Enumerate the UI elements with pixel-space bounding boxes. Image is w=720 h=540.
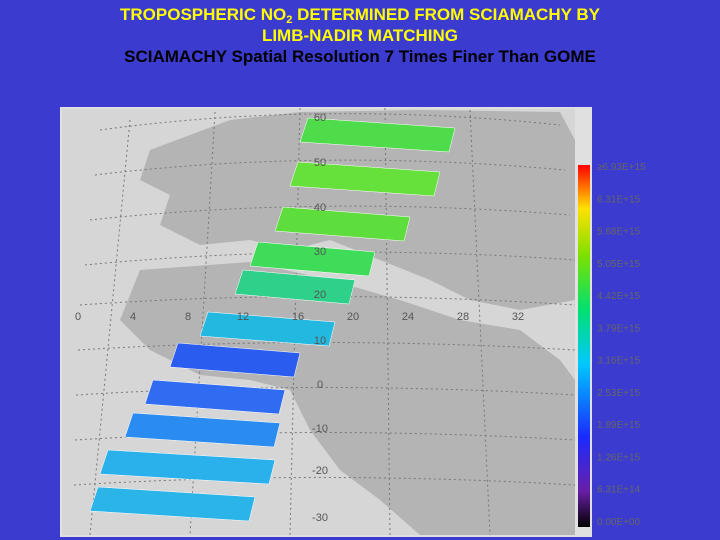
latitude-label: 40 [314, 202, 326, 214]
latitude-label: -10 [312, 423, 328, 435]
colorbar [578, 165, 590, 527]
swath [249, 241, 376, 277]
swath [199, 311, 336, 347]
subtitle: SCIAMACHY Spatial Resolution 7 Times Fin… [124, 47, 596, 66]
latitude-label: 30 [314, 246, 326, 258]
longitude-labels: 0 4 8 12 16 20 24 28 32 [75, 311, 524, 323]
latitude-label: 20 [314, 289, 326, 301]
colorbar-label: 3.16E+15 [597, 356, 641, 367]
header: TROPOSPHERIC NO2 DETERMINED FROM SCIAMAC… [0, 4, 720, 67]
colorbar-label: 5.05E+15 [597, 259, 641, 270]
title-line-2: LIMB-NADIR MATCHING [261, 26, 459, 45]
colorbar-label: 6.31E+15 [597, 194, 641, 205]
longitude-label: 8 [185, 311, 191, 323]
colorbar-labels: ≥6.93E+15 6.31E+15 5.68E+15 5.05E+15 4.42E+1… [597, 162, 646, 528]
latitude-label: -30 [312, 512, 328, 524]
title-text: DETERMINED FROM SCIAMACHY BY [297, 5, 600, 24]
swaths [89, 117, 456, 522]
title-line-1: TROPOSPHERIC NO2 DETERMINED FROM SCIAMAC… [0, 4, 720, 26]
latitude-label: -20 [312, 465, 328, 477]
swath [89, 486, 256, 522]
latitude-labels: 60 50 40 30 20 10 0 -10 -20 -30 [312, 112, 328, 524]
colorbar-label: 2.53E+15 [597, 388, 641, 399]
swath [289, 161, 441, 197]
swath [299, 117, 456, 153]
title-subscript: 2 [286, 14, 293, 26]
colorbar-label: 3.79E+15 [597, 323, 641, 334]
latitude-label: 60 [314, 112, 326, 124]
longitude-label: 16 [292, 311, 304, 323]
colorbar-label: 4.42E+15 [597, 291, 641, 302]
swath [234, 269, 356, 305]
colorbar-label: 1.89E+15 [597, 420, 641, 431]
longitude-label: 20 [347, 311, 359, 323]
swath [124, 412, 281, 448]
latitude-label: 0 [317, 379, 323, 391]
longitude-label: 28 [457, 311, 469, 323]
colorbar-label: 1.26E+15 [597, 452, 641, 463]
swath [274, 206, 411, 242]
latitude-label: 50 [314, 157, 326, 169]
longitude-label: 4 [130, 311, 136, 323]
colorbar-label: 0.00E+00 [597, 517, 641, 528]
latitude-label: 10 [314, 335, 326, 347]
swath [99, 449, 276, 485]
colorbar-label: ≥6.93E+15 [597, 162, 646, 173]
longitude-label: 0 [75, 311, 81, 323]
colorbar-label: 6.31E+14 [597, 485, 641, 496]
swath [169, 342, 301, 378]
title-text: TROPOSPHERIC NO [120, 5, 287, 24]
longitude-label: 12 [237, 311, 249, 323]
colorbar-label: 5.68E+15 [597, 227, 641, 238]
swath [144, 379, 286, 415]
longitude-label: 32 [512, 311, 524, 323]
longitude-label: 24 [402, 311, 414, 323]
